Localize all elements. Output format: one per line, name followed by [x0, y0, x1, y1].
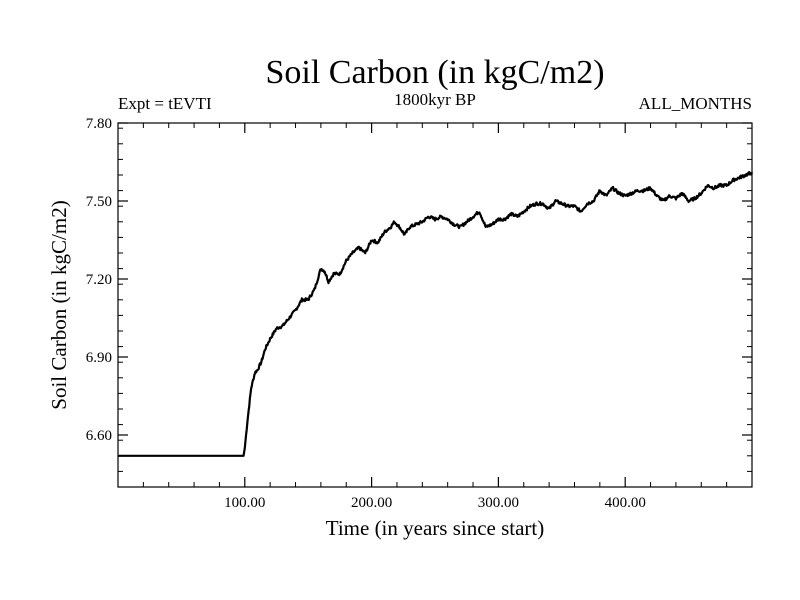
y-tick-label: 7.20: [86, 272, 112, 288]
y-tick-label: 7.50: [86, 194, 112, 210]
x-tick-label: 400.00: [605, 495, 646, 511]
tick-labels: 100.00 200.00 300.00 400.00 6.60 6.90 7.20 7.50…: [86, 116, 646, 511]
y-tick-label: 6.60: [86, 428, 112, 444]
y-tick-label: 6.90: [86, 350, 112, 366]
months-label: ALL_MONTHS: [639, 94, 752, 113]
y-tick-label: 7.80: [86, 116, 112, 132]
plot-frame: [117, 122, 753, 488]
x-tick-label: 100.00: [224, 495, 265, 511]
x-tick-label: 300.00: [478, 495, 519, 511]
y-axis-label: Soil Carbon (in kgC/m2): [47, 200, 71, 409]
experiment-label: Expt = tEVTI: [118, 94, 212, 113]
major-ticks: [118, 122, 752, 487]
chart-title: Soil Carbon (in kgC/m2): [265, 54, 604, 91]
period-label: 1800kyr BP: [394, 90, 476, 109]
x-tick-label: 200.00: [351, 495, 392, 511]
minor-ticks: [118, 123, 752, 487]
x-axis-label: Time (in years since start): [326, 516, 545, 540]
soil-carbon-line: [117, 171, 754, 457]
